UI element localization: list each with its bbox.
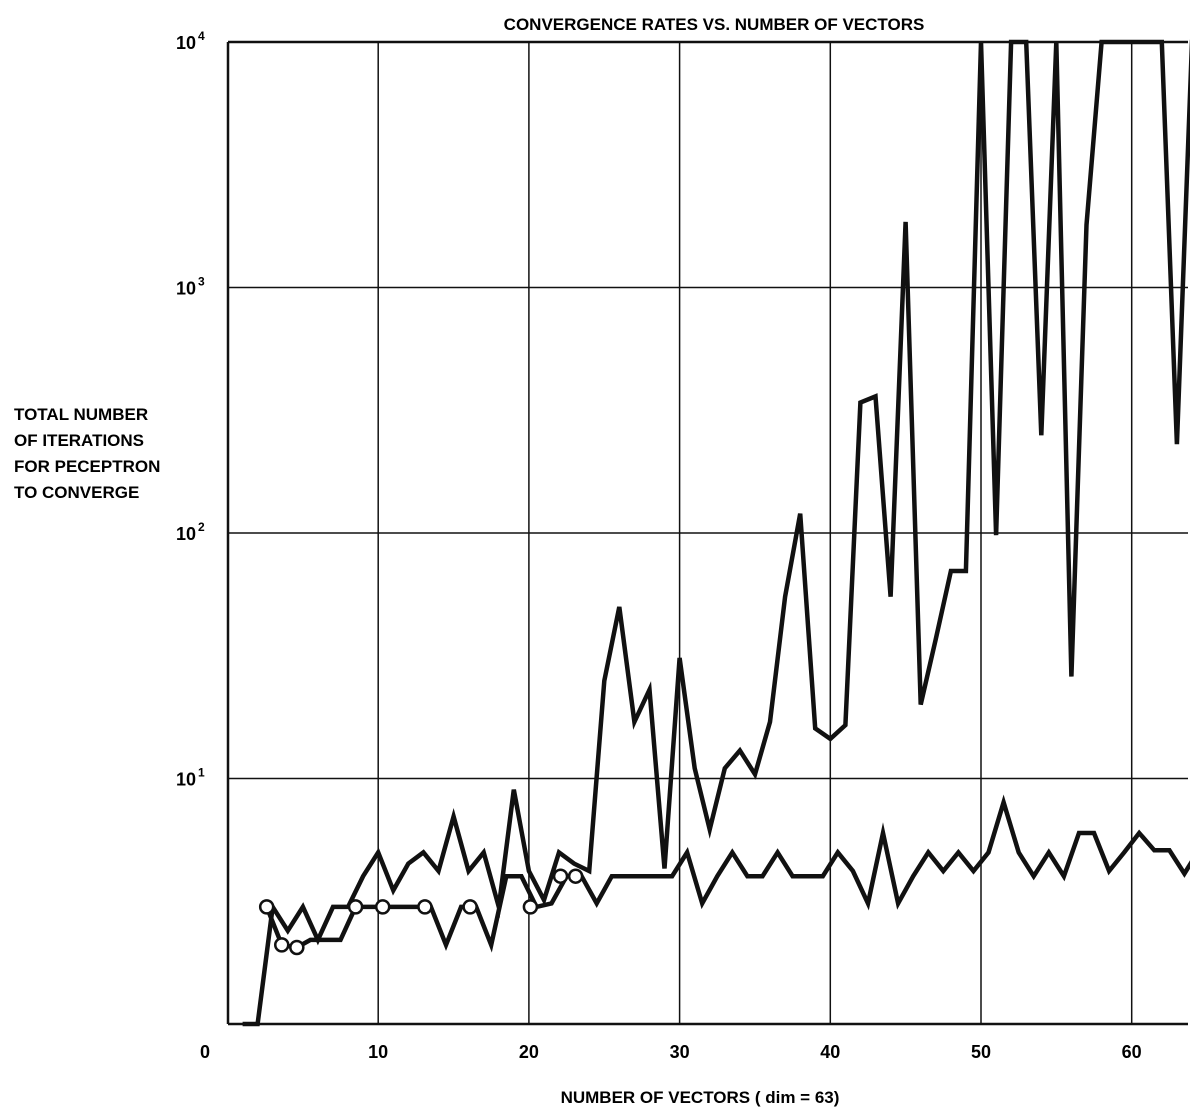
data-point-marker-2-2 (274, 937, 290, 953)
data-point-marker-2-1 (258, 899, 275, 915)
y-tick-label-1000: 10 (176, 279, 196, 299)
chart-title: CONVERGENCE RATES VS. NUMBER OF VECTORS (504, 15, 925, 34)
x-tick-label-30: 30 (670, 1042, 690, 1062)
data-point-marker-2-3 (289, 939, 305, 956)
y-tick-exponent-10000: 4 (198, 29, 205, 43)
x-tick-label-60: 60 (1122, 1042, 1142, 1062)
data-point-marker-2-8 (522, 899, 539, 915)
y-tick-exponent-1000: 3 (198, 275, 205, 289)
x-tick-label-40: 40 (820, 1042, 840, 1062)
y-axis-label-line-4: TO CONVERGE (14, 483, 139, 502)
x-tick-label-20: 20 (519, 1042, 539, 1062)
marker-layer (258, 868, 584, 956)
y-tick-exponent-100: 2 (198, 520, 205, 534)
data-point-marker-2-4 (347, 899, 364, 915)
data-point-marker-2-7 (462, 899, 478, 915)
series-line-2 (264, 794, 1190, 953)
grid (226, 40, 1188, 1026)
y-axis-label: TOTAL NUMBER OF ITERATIONS FOR PECEPTRON… (14, 405, 160, 502)
y-axis-label-line-3: FOR PECEPTRON (14, 457, 160, 476)
y-axis-label-line-1: TOTAL NUMBER (14, 405, 148, 424)
x-tick-label-10: 10 (368, 1042, 388, 1062)
y-axis-label-line-2: OF ITERATIONS (14, 431, 144, 450)
data-point-marker-2-6 (417, 899, 433, 915)
x-axis-label: NUMBER OF VECTORS ( dim = 63) (561, 1088, 840, 1107)
y-tick-label-zero: 0 (200, 1042, 210, 1062)
series-line-1 (242, 39, 1190, 1027)
y-tick-exponent-10: 1 (198, 766, 205, 780)
data-point-marker-2-9 (552, 868, 569, 884)
data-point-marker-2-10 (567, 868, 584, 884)
y-tick-label-10000: 10 (176, 33, 196, 53)
data-point-marker-2-5 (374, 899, 391, 915)
x-tick-label-50: 50 (971, 1042, 991, 1062)
y-tick-label-10: 10 (176, 770, 196, 790)
y-tick-label-100: 10 (176, 524, 196, 544)
